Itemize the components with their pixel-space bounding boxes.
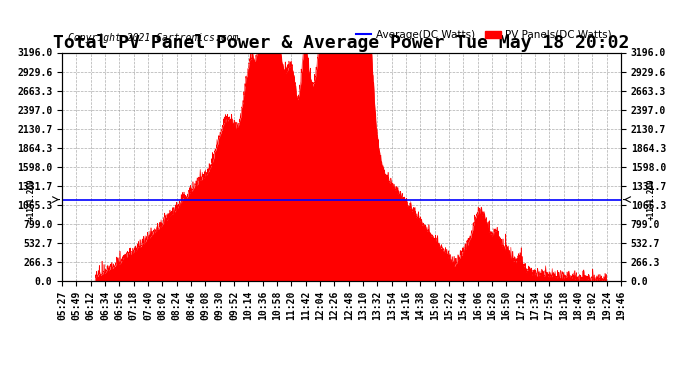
Text: +1141.260: +1141.260 — [647, 179, 656, 220]
Text: +1141.260: +1141.260 — [27, 179, 36, 220]
Legend: Average(DC Watts), PV Panels(DC Watts): Average(DC Watts), PV Panels(DC Watts) — [352, 26, 615, 44]
Title: Total PV Panel Power & Average Power Tue May 18 20:02: Total PV Panel Power & Average Power Tue… — [53, 34, 630, 53]
Text: Copyright 2021 Cartronics.com: Copyright 2021 Cartronics.com — [68, 33, 238, 44]
